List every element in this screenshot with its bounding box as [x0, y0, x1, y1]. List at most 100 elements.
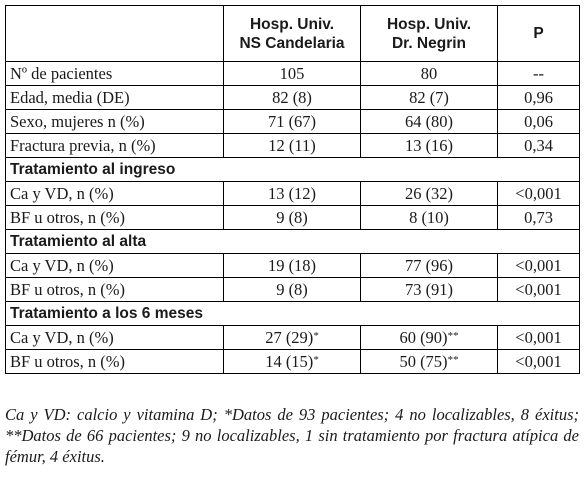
cell-dr-negrin: 26 (32) [360, 181, 498, 206]
table-header-row: Hosp. Univ. NS Candelaria Hosp. Univ. Dr. … [5, 5, 580, 62]
cell-value: 14 (15) [265, 352, 314, 371]
cell-p-value: <0,001 [497, 277, 580, 302]
row-label: BF u otros, n (%) [5, 349, 224, 374]
cell-value: 9 (8) [276, 280, 308, 299]
cell-p-value: 0,06 [497, 109, 580, 134]
row-label-text: Fractura previa, n (%) [10, 136, 156, 155]
cell-value: 13 (12) [267, 184, 317, 203]
cell-p-value: -- [497, 61, 580, 86]
cell-value: 82 (7) [409, 88, 449, 107]
row-label: Sexo, mujeres n (%) [5, 109, 224, 134]
table-row: Ca y VD, n (%) 27 (29)* 60 (90)** <0,001 [5, 325, 580, 350]
cell-value: 26 (32) [404, 184, 454, 203]
p-value-text: <0,001 [515, 328, 562, 347]
row-label: Ca y VD, n (%) [5, 325, 224, 350]
row-label-text: BF u otros, n (%) [10, 352, 126, 371]
cell-value: 105 [279, 64, 305, 83]
table-row: Edad, media (DE) 82 (8) 82 (7) 0,96 [5, 85, 580, 110]
cell-p-value: <0,001 [497, 325, 580, 350]
cell-ns-candelaria: 9 (8) [223, 205, 361, 230]
cell-ns-candelaria: 19 (18) [223, 253, 361, 278]
cell-p-value: 0,73 [497, 205, 580, 230]
footnote-marker: ** [447, 330, 459, 342]
cell-value: 27 (29) [265, 328, 314, 347]
p-value-text: 0,06 [524, 112, 553, 131]
row-label: Ca y VD, n (%) [5, 253, 224, 278]
table-row: BF u otros, n (%) 14 (15)* 50 (75)** <0,001 [5, 349, 580, 374]
section-row: Tratamiento a los 6 meses [5, 301, 580, 326]
footnote-marker: ** [447, 354, 459, 366]
cell-p-value: <0,001 [497, 181, 580, 206]
table-row: Ca y VD, n (%) 13 (12) 26 (32) <0,001 [5, 181, 580, 206]
table-row: Sexo, mujeres n (%) 71 (67) 64 (80) 0,06 [5, 109, 580, 134]
p-value-text: 0,96 [524, 88, 553, 107]
header-dr-negrin: Hosp. Univ. Dr. Negrin [360, 5, 498, 62]
cell-ns-candelaria: 12 (11) [223, 133, 361, 158]
cell-dr-negrin: 13 (16) [360, 133, 498, 158]
cell-value: 77 (96) [404, 256, 454, 275]
row-label: BF u otros, n (%) [5, 277, 224, 302]
table-row: BF u otros, n (%) 9 (8) 8 (10) 0,73 [5, 205, 580, 230]
footnote-marker: * [313, 354, 319, 366]
row-label: BF u otros, n (%) [5, 205, 224, 230]
cell-p-value: 0,34 [497, 133, 580, 158]
p-value-text: <0,001 [515, 184, 562, 203]
section-heading: Tratamiento al ingreso [5, 157, 580, 182]
row-label: Nº de pacientes [5, 61, 224, 86]
results-table-container: Hosp. Univ. NS Candelaria Hosp. Univ. Dr. … [5, 5, 580, 374]
cell-ns-candelaria: 105 [223, 61, 361, 86]
cell-dr-negrin: 73 (91) [360, 277, 498, 302]
cell-value: 50 (75) [399, 352, 448, 371]
p-value-text: -- [533, 64, 544, 83]
p-value-text: <0,001 [515, 280, 562, 299]
row-label-text: Nº de pacientes [10, 64, 113, 83]
cell-value: 13 (16) [404, 136, 454, 155]
cell-dr-negrin: 82 (7) [360, 85, 498, 110]
cell-value: 8 (10) [409, 208, 449, 227]
row-label: Fractura previa, n (%) [5, 133, 224, 158]
section-row: Tratamiento al ingreso [5, 157, 580, 182]
cell-dr-negrin: 60 (90)** [360, 325, 498, 350]
row-label: Ca y VD, n (%) [5, 181, 224, 206]
table-row: Fractura previa, n (%) 12 (11) 13 (16) 0,34 [5, 133, 580, 158]
cell-dr-negrin: 8 (10) [360, 205, 498, 230]
cell-dr-negrin: 80 [360, 61, 498, 86]
cell-dr-negrin: 64 (80) [360, 109, 498, 134]
row-label: Edad, media (DE) [5, 85, 224, 110]
results-table: Hosp. Univ. NS Candelaria Hosp. Univ. Dr. … [5, 5, 580, 374]
section-row: Tratamiento al alta [5, 229, 580, 254]
cell-value: 80 [420, 64, 438, 83]
cell-value: 12 (11) [268, 136, 316, 155]
cell-value: 82 (8) [272, 88, 312, 107]
cell-value: 9 (8) [276, 208, 308, 227]
cell-ns-candelaria: 71 (67) [223, 109, 361, 134]
cell-p-value: <0,001 [497, 253, 580, 278]
table-row: Nº de pacientes 105 80 -- [5, 61, 580, 86]
table-body: Nº de pacientes 105 80 -- Edad, media (DE) 82… [5, 61, 580, 374]
cell-p-value: 0,96 [497, 85, 580, 110]
footnote-marker: * [313, 330, 319, 342]
header-p-value: P [497, 5, 580, 62]
cell-value: 71 (67) [267, 112, 317, 131]
row-label-text: BF u otros, n (%) [10, 208, 126, 227]
row-label-text: Ca y VD, n (%) [10, 328, 114, 347]
row-label-text: Edad, media (DE) [10, 88, 130, 107]
cell-ns-candelaria: 27 (29)* [223, 325, 361, 350]
header-label-column [5, 5, 224, 62]
header-ns-candelaria: Hosp. Univ. NS Candelaria [223, 5, 361, 62]
p-value-text: <0,001 [515, 256, 562, 275]
cell-ns-candelaria: 9 (8) [223, 277, 361, 302]
section-heading: Tratamiento a los 6 meses [5, 301, 580, 326]
cell-p-value: <0,001 [497, 349, 580, 374]
cell-value: 64 (80) [404, 112, 454, 131]
cell-dr-negrin: 77 (96) [360, 253, 498, 278]
cell-value: 60 (90) [399, 328, 448, 347]
cell-value: 19 (18) [267, 256, 317, 275]
cell-ns-candelaria: 13 (12) [223, 181, 361, 206]
table-footnote: Ca y VD: calcio y vitamina D; *Datos de … [5, 405, 579, 466]
row-label-text: BF u otros, n (%) [10, 280, 126, 299]
cell-ns-candelaria: 14 (15)* [223, 349, 361, 374]
p-value-text: 0,34 [524, 136, 553, 155]
cell-value: 73 (91) [404, 280, 454, 299]
row-label-text: Sexo, mujeres n (%) [10, 112, 145, 131]
